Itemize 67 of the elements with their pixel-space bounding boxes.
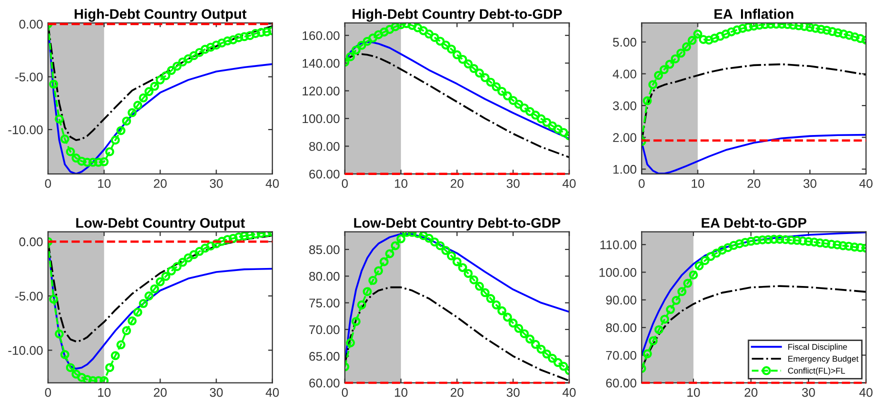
x-tick-label: 40 — [266, 388, 279, 397]
y-tick-label: 0.00 — [19, 237, 43, 246]
x-tick-label: 40 — [859, 388, 872, 397]
y-tick-label: 75.00 — [309, 298, 340, 308]
y-tick-label: 0.00 — [19, 20, 43, 29]
y-tick-label: 80.00 — [606, 323, 636, 332]
x-tick-label: 10 — [687, 388, 700, 397]
y-tick-label: 140.00 — [302, 58, 340, 68]
y-tick-label: 70.00 — [606, 350, 636, 360]
x-tick-label: 10 — [98, 179, 111, 188]
x-tick-label: 40 — [859, 179, 872, 188]
x-tick-label: 0 — [45, 179, 51, 188]
legend-label: Emergency Budget — [788, 356, 858, 364]
x-tick-label: 20 — [450, 179, 464, 188]
x-tick-label: 40 — [562, 388, 576, 397]
x-tick-label: 30 — [803, 179, 816, 188]
y-tick-label: 80.00 — [309, 142, 340, 151]
y-tick-label: 60.00 — [309, 378, 340, 388]
x-tick-label: 0 — [342, 179, 348, 188]
legend-label: Conflict(FL)>FL — [788, 368, 846, 376]
y-tick-label: 80.00 — [309, 272, 340, 281]
chart-title: Low-Debt Country Output — [76, 218, 245, 231]
chart-title: High-Debt Country Output — [74, 8, 246, 22]
legend-label: Fiscal Discipline — [788, 344, 848, 352]
x-tick-label: 0 — [342, 388, 348, 397]
x-tick-label: 30 — [506, 388, 520, 397]
chart-title: Low-Debt Country Debt-to-GDP — [354, 218, 560, 231]
y-tick-label: 1.00 — [613, 164, 636, 174]
y-tick-label: -5.00 — [15, 72, 43, 82]
y-tick-label: 70.00 — [309, 325, 340, 334]
x-tick-label: 40 — [266, 179, 279, 188]
chart-title: EA Inflation — [714, 8, 794, 19]
x-tick-label: 0 — [45, 388, 51, 397]
x-tick-label: 20 — [744, 388, 758, 397]
x-tick-label: 10 — [394, 388, 408, 397]
y-tick-label: 3.00 — [612, 101, 636, 110]
x-tick-label: 10 — [98, 388, 111, 397]
y-tick-label: 60.00 — [606, 378, 636, 388]
y-tick-label: 90.00 — [606, 296, 636, 305]
chart-title: High-Debt Country Debt-to-GDP — [352, 8, 562, 22]
x-tick-label: 30 — [802, 388, 815, 397]
x-tick-label: 30 — [210, 388, 223, 397]
y-tick-label: 4.00 — [612, 70, 636, 78]
x-tick-label: 20 — [154, 179, 167, 188]
y-tick-label: -10.00 — [8, 125, 43, 134]
y-tick-label: 100.00 — [302, 114, 340, 124]
x-tick-label: 20 — [450, 388, 464, 397]
chart-title: EA Debt-to-GDP — [702, 218, 806, 228]
x-tick-label: 30 — [506, 179, 520, 188]
y-tick-label: 60.00 — [309, 170, 340, 179]
x-tick-label: 10 — [692, 179, 704, 188]
y-tick-label: 85.00 — [309, 245, 340, 254]
y-tick-label: 5.00 — [612, 38, 636, 47]
y-tick-label: 65.00 — [309, 352, 340, 361]
y-tick-label: -10.00 — [8, 346, 43, 355]
y-tick-label: -5.00 — [15, 292, 43, 301]
y-tick-label: 100.00 — [600, 268, 636, 277]
y-tick-label: 110.00 — [600, 240, 636, 250]
y-tick-label: 160.00 — [302, 31, 340, 40]
x-tick-label: 20 — [154, 388, 167, 397]
x-tick-label: 10 — [394, 179, 408, 188]
x-tick-label: 40 — [562, 179, 576, 188]
x-tick-label: 30 — [210, 179, 223, 188]
y-tick-label: 2.00 — [613, 133, 636, 142]
x-tick-label: 0 — [638, 179, 645, 188]
y-tick-label: 120.00 — [302, 86, 340, 96]
x-tick-label: 20 — [748, 179, 760, 188]
